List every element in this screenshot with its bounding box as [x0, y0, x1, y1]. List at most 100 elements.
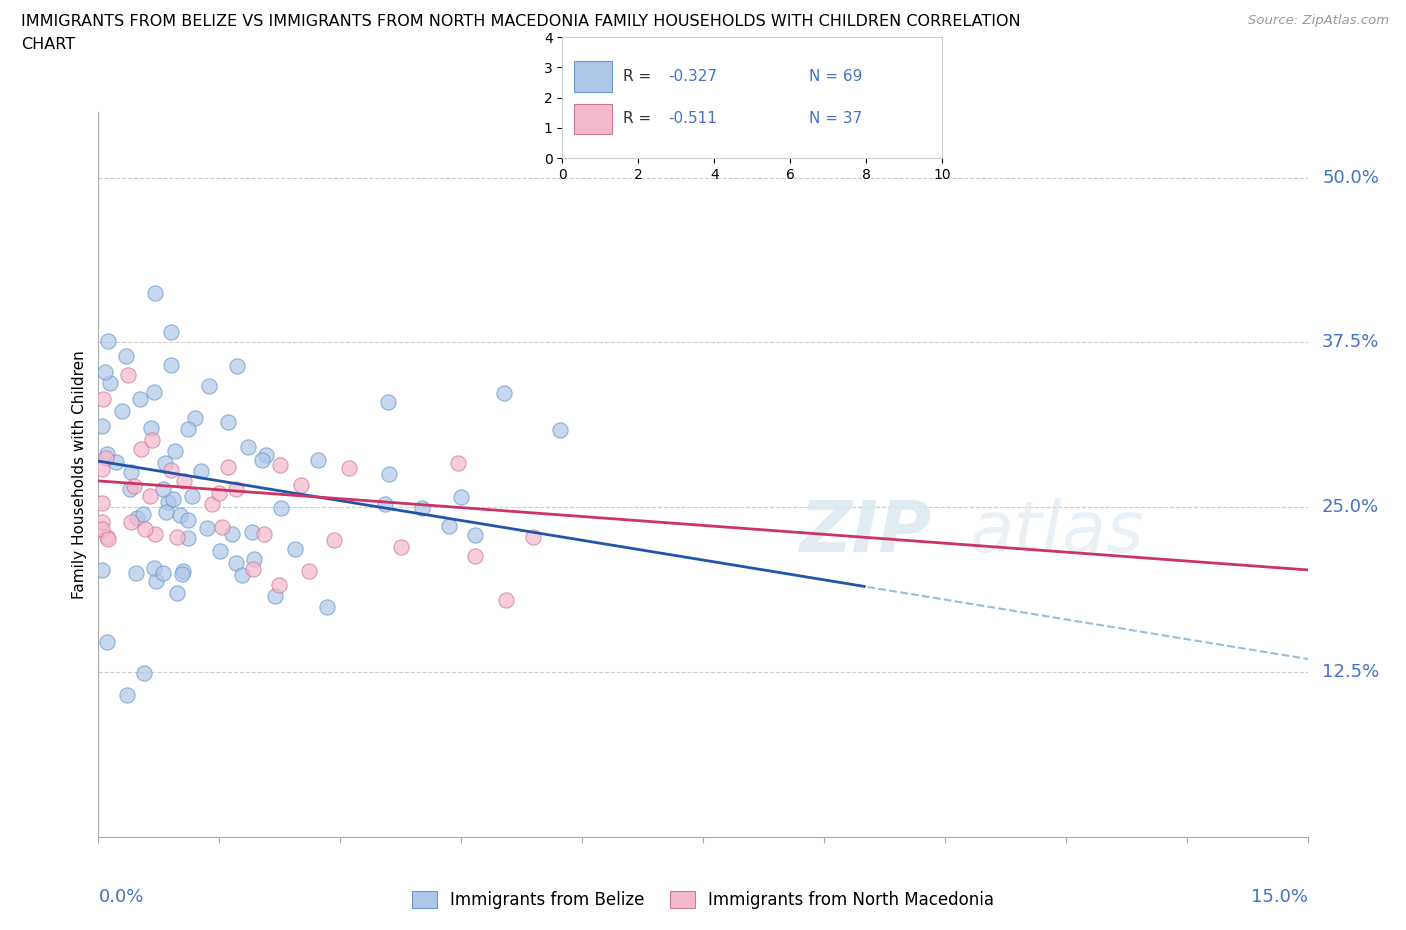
- Point: [139, 421, 162, 436]
- Point: [91, 514, 114, 529]
- Point: [96, 634, 118, 649]
- Point: [201, 497, 224, 512]
- Point: [142, 385, 165, 400]
- Point: [439, 518, 461, 533]
- Point: [91, 562, 114, 577]
- Point: [129, 442, 152, 457]
- Text: CHART: CHART: [21, 37, 75, 52]
- Text: 0.0%: 0.0%: [98, 888, 143, 906]
- Point: [254, 447, 277, 462]
- Point: [172, 566, 194, 581]
- Point: [91, 522, 114, 537]
- Point: [91, 496, 114, 511]
- Point: [128, 392, 150, 406]
- Point: [91, 418, 114, 433]
- Point: [447, 455, 470, 470]
- Point: [267, 578, 290, 593]
- Point: [269, 458, 291, 472]
- Point: [378, 467, 401, 482]
- Text: -0.327: -0.327: [669, 69, 717, 84]
- Point: [374, 497, 396, 512]
- Point: [139, 489, 162, 504]
- Point: [94, 450, 117, 465]
- Text: IMMIGRANTS FROM BELIZE VS IMMIGRANTS FROM NORTH MACEDONIA FAMILY HOUSEHOLDS WITH: IMMIGRANTS FROM BELIZE VS IMMIGRANTS FRO…: [21, 14, 1021, 29]
- Legend: Immigrants from Belize, Immigrants from North Macedonia: Immigrants from Belize, Immigrants from …: [405, 884, 1001, 916]
- Point: [495, 592, 517, 607]
- Point: [177, 512, 200, 527]
- Point: [250, 452, 273, 467]
- Point: [492, 386, 515, 401]
- Point: [298, 564, 321, 578]
- Point: [96, 446, 118, 461]
- Point: [225, 555, 247, 570]
- Point: [160, 358, 183, 373]
- Point: [211, 520, 233, 535]
- Point: [117, 687, 139, 702]
- Point: [322, 533, 344, 548]
- Point: [97, 532, 120, 547]
- Point: [464, 549, 486, 564]
- Point: [94, 365, 117, 379]
- Point: [143, 560, 166, 575]
- Point: [172, 564, 194, 578]
- Point: [134, 522, 156, 537]
- Point: [166, 529, 188, 544]
- Point: [177, 422, 200, 437]
- Point: [337, 460, 360, 475]
- Point: [152, 482, 174, 497]
- Point: [132, 665, 155, 680]
- Point: [122, 478, 145, 493]
- Point: [253, 526, 276, 541]
- Point: [264, 589, 287, 604]
- Point: [177, 531, 200, 546]
- Point: [315, 599, 337, 614]
- Point: [236, 440, 259, 455]
- Text: R =: R =: [623, 112, 657, 126]
- Point: [307, 452, 329, 467]
- Point: [217, 415, 239, 430]
- Text: R =: R =: [623, 69, 657, 84]
- Text: -0.511: -0.511: [669, 112, 717, 126]
- Text: 37.5%: 37.5%: [1322, 334, 1379, 352]
- Point: [145, 574, 167, 589]
- Point: [125, 565, 148, 580]
- Point: [207, 485, 229, 500]
- Point: [160, 325, 183, 339]
- Text: atlas: atlas: [969, 498, 1143, 566]
- Y-axis label: Family Households with Children: Family Households with Children: [72, 350, 87, 599]
- Point: [120, 465, 142, 480]
- Point: [242, 562, 264, 577]
- Point: [231, 568, 253, 583]
- Point: [166, 585, 188, 600]
- Point: [91, 392, 114, 406]
- Point: [226, 359, 249, 374]
- Point: [153, 456, 176, 471]
- Point: [522, 529, 544, 544]
- Text: N = 37: N = 37: [810, 112, 862, 126]
- Point: [190, 463, 212, 478]
- Text: 12.5%: 12.5%: [1322, 663, 1379, 681]
- Point: [155, 505, 177, 520]
- Point: [141, 432, 163, 447]
- Point: [198, 379, 221, 393]
- Point: [243, 551, 266, 566]
- Point: [104, 455, 127, 470]
- Text: N = 69: N = 69: [810, 69, 862, 84]
- Point: [217, 459, 239, 474]
- Point: [115, 349, 138, 364]
- Point: [290, 477, 312, 492]
- Point: [240, 525, 263, 539]
- Point: [284, 541, 307, 556]
- Bar: [574, 61, 612, 92]
- Point: [120, 482, 142, 497]
- Point: [160, 463, 183, 478]
- Point: [270, 500, 292, 515]
- Point: [389, 539, 412, 554]
- Point: [162, 492, 184, 507]
- Point: [411, 500, 433, 515]
- Point: [209, 543, 232, 558]
- Point: [91, 461, 114, 476]
- Point: [377, 395, 399, 410]
- Point: [96, 529, 118, 544]
- Point: [152, 566, 174, 581]
